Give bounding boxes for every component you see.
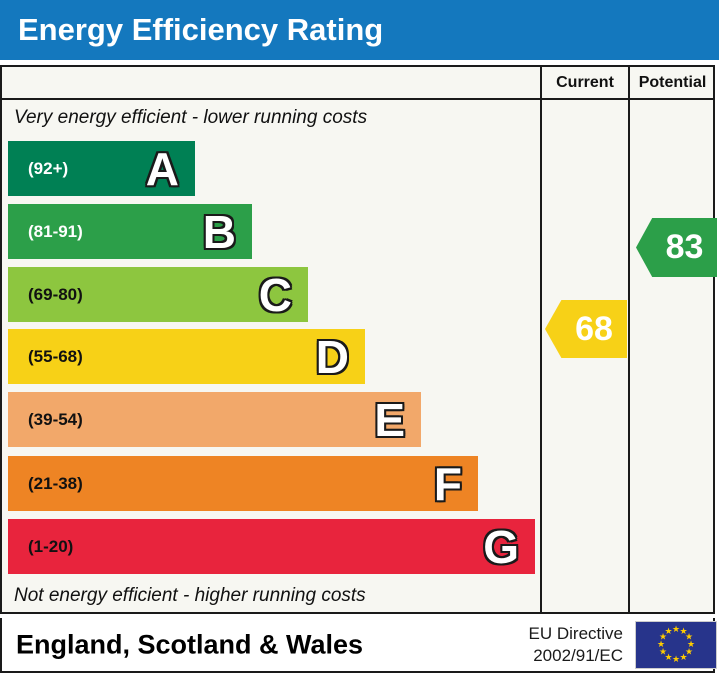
eu-directive-line2: 2002/91/EC (533, 645, 623, 665)
potential-rating-pointer: 83 (636, 218, 717, 277)
band-c-bar: (69-80) C (8, 267, 308, 322)
table-header-row (2, 67, 713, 100)
svg-text:★: ★ (659, 633, 667, 643)
band-f-range-label: (21-38) (28, 473, 83, 493)
band-d-bar: (55-68) D (8, 329, 365, 384)
eu-directive-label: EU Directive 2002/91/EC (529, 623, 623, 667)
band-g-range-label: (1-20) (28, 536, 74, 556)
rating-table: Current Potential Very energy efficient … (0, 65, 717, 614)
band-g-bar: (1-20) G (8, 519, 535, 574)
band-a-range-label: (92+) (28, 158, 69, 178)
band-d-letter: D (315, 330, 349, 383)
band-b-bar: (81-91) B (8, 204, 252, 259)
svg-text:★: ★ (664, 653, 672, 663)
band-c-letter: C (258, 268, 292, 321)
region-label: England, Scotland & Wales (16, 629, 364, 659)
svg-text:★: ★ (679, 653, 687, 663)
svg-text:★: ★ (664, 627, 672, 637)
top-note: Very energy efficient - lower running co… (14, 107, 368, 128)
svg-text:★: ★ (672, 625, 680, 635)
page-title: Energy Efficiency Rating (18, 12, 384, 47)
eu-flag-icon: ★ ★ ★ ★ ★ ★ ★ ★ ★ ★ ★ ★ (636, 622, 716, 668)
band-e-bar: (39-54) E (8, 392, 421, 447)
column-divider-current (540, 67, 542, 612)
column-divider-potential (628, 67, 630, 612)
band-b-letter: B (202, 205, 236, 258)
svg-text:★: ★ (685, 648, 693, 658)
band-a-letter: A (145, 142, 179, 195)
band-c-range-label: (69-80) (28, 284, 83, 304)
svg-text:★: ★ (687, 640, 695, 650)
band-e-letter: E (374, 393, 405, 446)
svg-text:★: ★ (657, 640, 665, 650)
band-a-bar: (92+) A (8, 141, 195, 196)
potential-column-header: Potential (638, 74, 707, 91)
svg-text:★: ★ (685, 633, 693, 643)
band-f-bar: (21-38) F (8, 456, 478, 511)
svg-text:★: ★ (659, 648, 667, 658)
band-e-range-label: (39-54) (28, 409, 83, 429)
band-f-letter: F (433, 457, 462, 510)
footer-bar: England, Scotland & Wales EU Directive 2… (0, 618, 716, 673)
band-b-range-label: (81-91) (28, 221, 83, 241)
band-g-letter: G (483, 520, 519, 573)
current-rating-pointer: 68 (545, 300, 627, 358)
svg-text:★: ★ (679, 627, 687, 637)
eu-directive-line1: EU Directive (528, 623, 623, 643)
current-column-header: Current (556, 74, 614, 91)
title-bar: Energy Efficiency Rating (0, 0, 719, 60)
band-d-range-label: (55-68) (28, 346, 83, 366)
bottom-note: Not energy efficient - higher running co… (14, 585, 366, 606)
svg-text:★: ★ (672, 655, 680, 665)
